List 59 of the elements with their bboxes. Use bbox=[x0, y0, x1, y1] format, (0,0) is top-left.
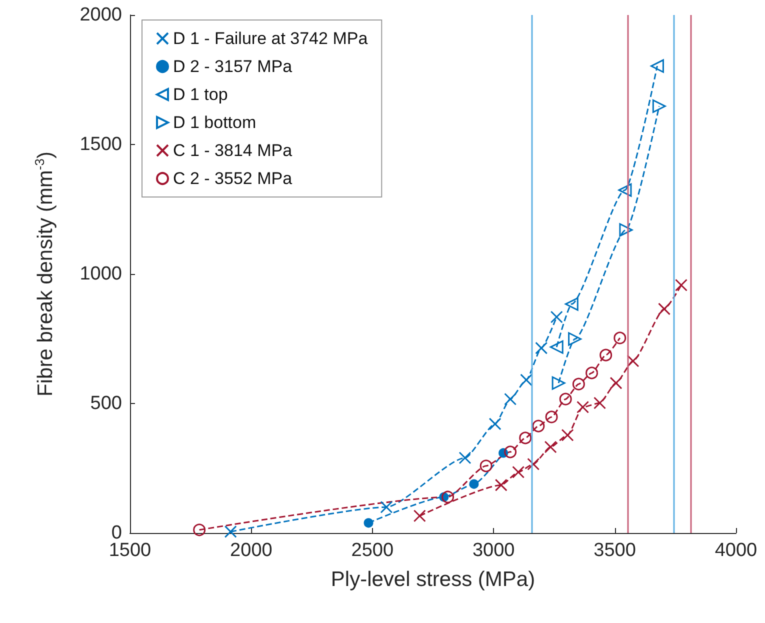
point bbox=[380, 500, 393, 514]
point bbox=[535, 342, 548, 354]
point bbox=[552, 376, 566, 390]
x-tick-label: 2000 bbox=[230, 540, 272, 561]
point bbox=[520, 374, 533, 386]
y-tick-label: 1000 bbox=[80, 264, 122, 284]
point bbox=[600, 348, 612, 362]
point bbox=[512, 466, 525, 478]
point bbox=[674, 278, 688, 292]
point bbox=[586, 366, 598, 380]
point bbox=[224, 525, 237, 538]
point bbox=[480, 460, 492, 472]
point bbox=[488, 418, 502, 430]
legend-label: C 1 - 3814 MPa bbox=[173, 141, 293, 160]
point bbox=[442, 490, 454, 504]
legend-label: D 1 top bbox=[173, 85, 228, 104]
x-tick-label: 4000 bbox=[714, 540, 758, 561]
y-tick-label: 2000 bbox=[80, 4, 122, 26]
point bbox=[650, 59, 664, 73]
point bbox=[561, 428, 574, 442]
point bbox=[652, 99, 666, 113]
legend-label: D 2 - 3157 MPa bbox=[173, 57, 293, 76]
point bbox=[413, 510, 426, 522]
point bbox=[532, 420, 545, 432]
point bbox=[618, 183, 632, 197]
x-tick-label: 2500 bbox=[351, 540, 394, 561]
x-axis-title: Ply-level stress (MPa) bbox=[330, 568, 536, 591]
point bbox=[519, 432, 532, 444]
point bbox=[619, 223, 633, 237]
point bbox=[193, 524, 206, 536]
point bbox=[550, 310, 563, 324]
point bbox=[658, 302, 670, 316]
legend-label: C 2 - 3552 MPa bbox=[173, 169, 293, 188]
legend-label: D 1 bottom bbox=[173, 113, 256, 132]
x-tick-label: 3000 bbox=[472, 540, 515, 561]
point bbox=[614, 332, 626, 344]
point bbox=[576, 400, 590, 414]
point bbox=[550, 340, 564, 354]
y-tick-label: 1500 bbox=[80, 134, 122, 155]
x-tick-label: 3500 bbox=[594, 540, 636, 561]
point bbox=[544, 440, 557, 454]
point bbox=[564, 297, 578, 311]
point bbox=[572, 378, 585, 390]
point bbox=[504, 392, 517, 406]
point bbox=[610, 376, 622, 390]
y-axis-title: Fibre break density (mm-3) bbox=[32, 152, 57, 396]
point bbox=[494, 478, 508, 492]
legend-label: D 1 - Failure at 3742 MPa bbox=[173, 29, 368, 48]
point bbox=[458, 452, 472, 464]
point bbox=[364, 518, 374, 528]
point bbox=[527, 458, 540, 470]
point bbox=[504, 446, 517, 458]
point bbox=[469, 479, 479, 489]
point bbox=[559, 392, 572, 406]
point bbox=[594, 396, 606, 410]
y-tick-label: 500 bbox=[90, 393, 122, 414]
point bbox=[545, 410, 558, 424]
point bbox=[626, 354, 640, 368]
point bbox=[568, 332, 582, 346]
